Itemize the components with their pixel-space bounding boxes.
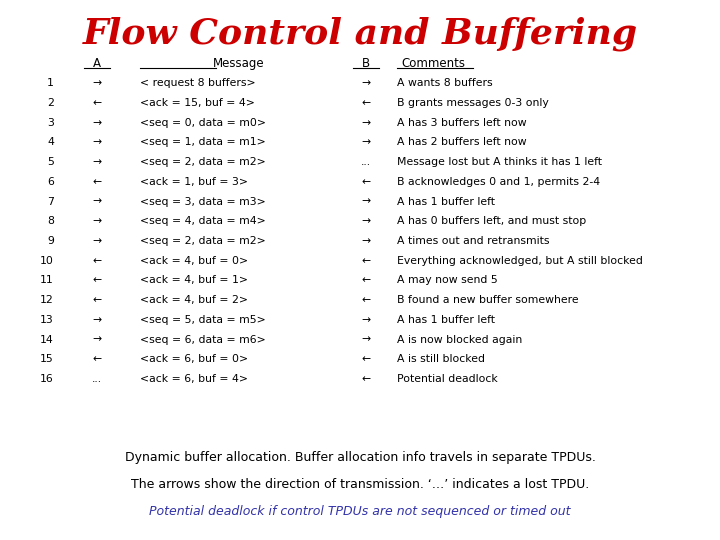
- Text: A has 2 buffers left now: A has 2 buffers left now: [397, 137, 527, 147]
- Text: 3: 3: [47, 118, 54, 128]
- Text: →: →: [93, 236, 102, 246]
- Text: A times out and retransmits: A times out and retransmits: [397, 236, 550, 246]
- Text: 13: 13: [40, 315, 54, 325]
- Text: →: →: [361, 137, 370, 147]
- Text: →: →: [361, 236, 370, 246]
- Text: ←: ←: [361, 98, 370, 108]
- Text: <seq = 5, data = m5>: <seq = 5, data = m5>: [140, 315, 266, 325]
- Text: A: A: [93, 57, 102, 70]
- Text: ←: ←: [361, 354, 370, 364]
- Text: A has 1 buffer left: A has 1 buffer left: [397, 315, 495, 325]
- Text: Potential deadlock: Potential deadlock: [397, 374, 498, 384]
- Text: <ack = 4, buf = 0>: <ack = 4, buf = 0>: [140, 255, 248, 266]
- Text: The arrows show the direction of transmission. ‘…’ indicates a lost TPDU.: The arrows show the direction of transmi…: [131, 478, 589, 491]
- Text: Comments: Comments: [401, 57, 465, 70]
- Text: ...: ...: [361, 157, 371, 167]
- Text: ...: ...: [92, 374, 102, 384]
- Text: →: →: [93, 217, 102, 226]
- Text: 4: 4: [47, 137, 54, 147]
- Text: 9: 9: [47, 236, 54, 246]
- Text: ←: ←: [93, 295, 102, 305]
- Text: <seq = 3, data = m3>: <seq = 3, data = m3>: [140, 197, 266, 207]
- Text: ←: ←: [361, 255, 370, 266]
- Text: A wants 8 buffers: A wants 8 buffers: [397, 78, 493, 89]
- Text: B: B: [361, 57, 370, 70]
- Text: <ack = 4, buf = 2>: <ack = 4, buf = 2>: [140, 295, 248, 305]
- Text: ←: ←: [93, 354, 102, 364]
- Text: ←: ←: [93, 177, 102, 187]
- Text: 14: 14: [40, 334, 54, 345]
- Text: Dynamic buffer allocation. Buffer allocation info travels in separate TPDUs.: Dynamic buffer allocation. Buffer alloca…: [125, 451, 595, 464]
- Text: 2: 2: [47, 98, 54, 108]
- Text: 7: 7: [47, 197, 54, 207]
- Text: <ack = 6, buf = 0>: <ack = 6, buf = 0>: [140, 354, 248, 364]
- Text: A has 1 buffer left: A has 1 buffer left: [397, 197, 495, 207]
- Text: 5: 5: [47, 157, 54, 167]
- Text: 1: 1: [47, 78, 54, 89]
- Text: <seq = 2, data = m2>: <seq = 2, data = m2>: [140, 157, 266, 167]
- Text: →: →: [93, 334, 102, 345]
- Text: <ack = 6, buf = 4>: <ack = 6, buf = 4>: [140, 374, 248, 384]
- Text: →: →: [93, 157, 102, 167]
- Text: →: →: [361, 118, 370, 128]
- Text: →: →: [361, 334, 370, 345]
- Text: →: →: [93, 137, 102, 147]
- Text: B found a new buffer somewhere: B found a new buffer somewhere: [397, 295, 579, 305]
- Text: 12: 12: [40, 295, 54, 305]
- Text: Flow Control and Buffering: Flow Control and Buffering: [82, 16, 638, 51]
- Text: A may now send 5: A may now send 5: [397, 275, 498, 286]
- Text: <seq = 1, data = m1>: <seq = 1, data = m1>: [140, 137, 266, 147]
- Text: < request 8 buffers>: < request 8 buffers>: [140, 78, 256, 89]
- Text: ←: ←: [361, 295, 370, 305]
- Text: →: →: [361, 217, 370, 226]
- Text: ←: ←: [93, 275, 102, 286]
- Text: <ack = 15, buf = 4>: <ack = 15, buf = 4>: [140, 98, 256, 108]
- Text: →: →: [93, 118, 102, 128]
- Text: A has 3 buffers left now: A has 3 buffers left now: [397, 118, 527, 128]
- Text: <seq = 6, data = m6>: <seq = 6, data = m6>: [140, 334, 266, 345]
- Text: 8: 8: [47, 217, 54, 226]
- Text: Message: Message: [213, 57, 264, 70]
- Text: <ack = 1, buf = 3>: <ack = 1, buf = 3>: [140, 177, 248, 187]
- Text: 10: 10: [40, 255, 54, 266]
- Text: ←: ←: [93, 255, 102, 266]
- Text: →: →: [93, 78, 102, 89]
- Text: 16: 16: [40, 374, 54, 384]
- Text: B grants messages 0-3 only: B grants messages 0-3 only: [397, 98, 549, 108]
- Text: Potential deadlock if control TPDUs are not sequenced or timed out: Potential deadlock if control TPDUs are …: [149, 505, 571, 518]
- Text: ←: ←: [93, 98, 102, 108]
- Text: 6: 6: [47, 177, 54, 187]
- Text: ←: ←: [361, 275, 370, 286]
- Text: A is still blocked: A is still blocked: [397, 354, 485, 364]
- Text: →: →: [361, 315, 370, 325]
- Text: 15: 15: [40, 354, 54, 364]
- Text: Everything acknowledged, but A still blocked: Everything acknowledged, but A still blo…: [397, 255, 643, 266]
- Text: ←: ←: [361, 374, 370, 384]
- Text: →: →: [361, 197, 370, 207]
- Text: A has 0 buffers left, and must stop: A has 0 buffers left, and must stop: [397, 217, 587, 226]
- Text: →: →: [361, 78, 370, 89]
- Text: <seq = 2, data = m2>: <seq = 2, data = m2>: [140, 236, 266, 246]
- Text: 11: 11: [40, 275, 54, 286]
- Text: <seq = 4, data = m4>: <seq = 4, data = m4>: [140, 217, 266, 226]
- Text: B acknowledges 0 and 1, permits 2-4: B acknowledges 0 and 1, permits 2-4: [397, 177, 600, 187]
- Text: →: →: [93, 315, 102, 325]
- Text: <seq = 0, data = m0>: <seq = 0, data = m0>: [140, 118, 266, 128]
- Text: <ack = 4, buf = 1>: <ack = 4, buf = 1>: [140, 275, 248, 286]
- Text: ←: ←: [361, 177, 370, 187]
- Text: A is now blocked again: A is now blocked again: [397, 334, 523, 345]
- Text: Message lost but A thinks it has 1 left: Message lost but A thinks it has 1 left: [397, 157, 603, 167]
- Text: →: →: [93, 197, 102, 207]
